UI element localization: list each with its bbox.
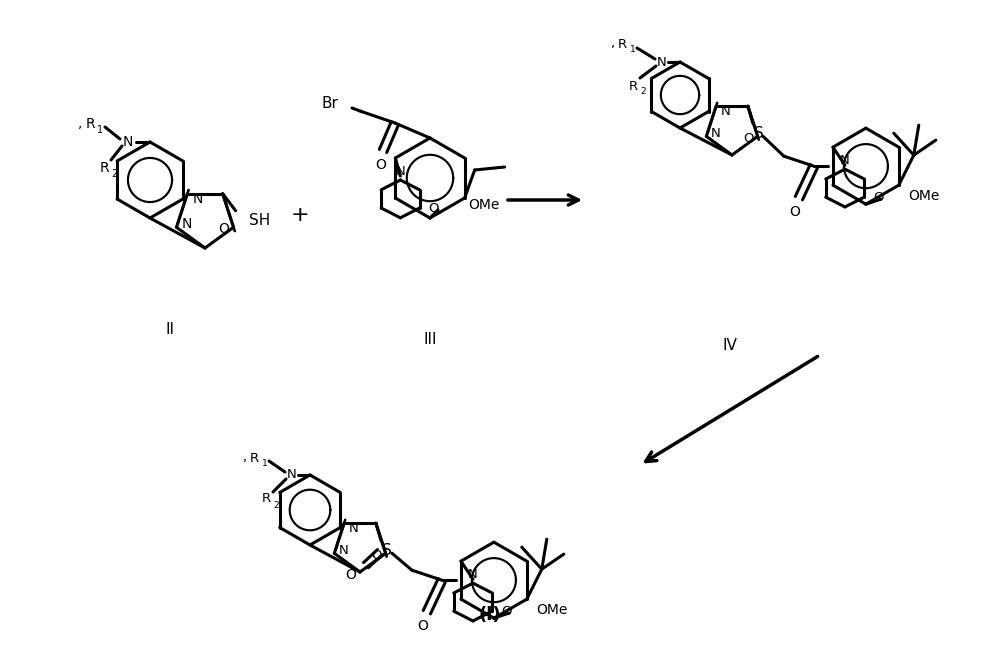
Text: OMe: OMe <box>468 198 499 212</box>
Text: S: S <box>754 126 764 141</box>
Text: IV: IV <box>723 337 737 353</box>
Text: O: O <box>376 158 386 172</box>
Text: Br: Br <box>321 96 338 110</box>
Text: O: O <box>873 191 883 203</box>
Text: III: III <box>423 333 437 348</box>
Text: S: S <box>382 543 392 557</box>
Text: N: N <box>657 56 667 68</box>
Text: N: N <box>192 192 203 205</box>
Text: O: O <box>789 205 800 219</box>
Text: OMe: OMe <box>908 189 939 203</box>
Text: 2: 2 <box>640 87 646 96</box>
Text: N: N <box>840 154 850 167</box>
Text: O: O <box>417 619 428 633</box>
Text: O: O <box>345 568 356 582</box>
Text: N: N <box>338 544 348 557</box>
Text: R: R <box>629 79 638 92</box>
Text: N: N <box>181 217 192 231</box>
Text: R: R <box>250 452 259 464</box>
Text: ,: , <box>242 450 246 463</box>
Text: R: R <box>86 117 96 131</box>
Text: R: R <box>100 161 110 175</box>
Text: 2: 2 <box>111 169 117 179</box>
Text: N: N <box>287 468 297 481</box>
Text: O: O <box>501 605 511 618</box>
Text: 1: 1 <box>262 459 268 468</box>
Text: +: + <box>291 205 309 225</box>
Text: O: O <box>218 222 229 236</box>
Text: N: N <box>720 105 730 118</box>
Text: N: N <box>123 135 133 149</box>
Text: N: N <box>468 568 478 581</box>
Text: O: O <box>743 132 754 145</box>
Text: R: R <box>262 492 271 506</box>
Text: ,: , <box>78 116 82 130</box>
Text: OMe: OMe <box>536 603 567 617</box>
Text: 1: 1 <box>97 125 103 135</box>
Text: (l): (l) <box>479 606 501 624</box>
Text: R: R <box>618 37 627 50</box>
Text: O: O <box>428 202 439 214</box>
Text: N: N <box>710 127 720 140</box>
Text: 1: 1 <box>630 45 636 54</box>
Text: 2: 2 <box>273 501 279 510</box>
Text: II: II <box>166 322 175 337</box>
Text: ,: , <box>610 37 614 50</box>
Text: SH: SH <box>249 213 270 228</box>
Text: O: O <box>371 549 382 562</box>
Text: N: N <box>348 522 358 535</box>
Text: N: N <box>395 165 405 178</box>
